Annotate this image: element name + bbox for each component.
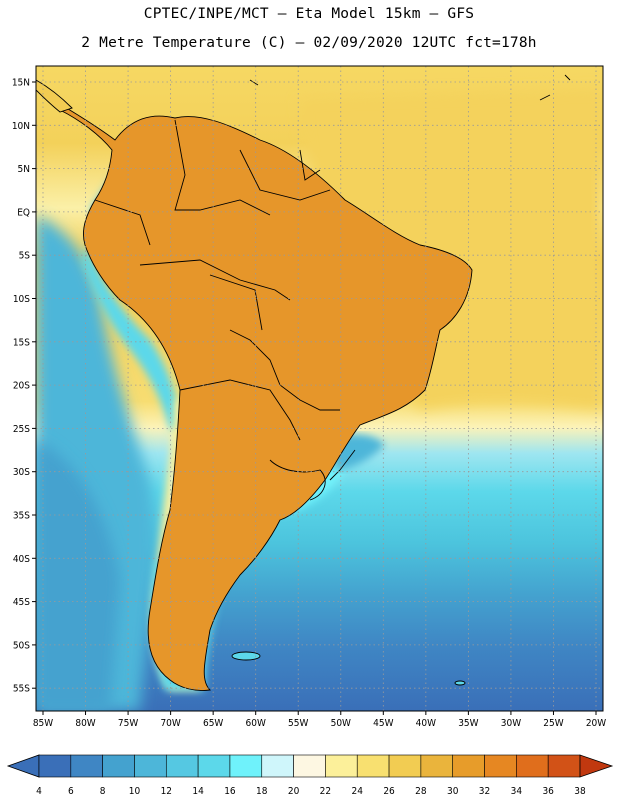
colorbar-label: 10 — [129, 786, 141, 797]
colorbar-swatch — [38, 754, 72, 778]
colorbar-swatch — [229, 754, 263, 778]
map-title-line1: CPTEC/INPE/MCT – Eta Model 15km – GFS — [143, 6, 475, 22]
lat-label: 5S — [19, 251, 31, 262]
lat-label: 15N — [12, 78, 30, 89]
longitude-ticks: 85W 80W 75W 70W 65W 60W 55W 50W 45W 40W 35W 30W 25W 2… — [33, 711, 606, 729]
lat-label: 35S — [13, 511, 30, 522]
colorbar-label: 30 — [447, 786, 459, 797]
colorbar-label: 12 — [161, 786, 172, 797]
colorbar-swatch — [102, 754, 135, 778]
lat-label: 10N — [12, 121, 30, 132]
colorbar-label: 8 — [100, 786, 106, 797]
lat-label: 50S — [13, 640, 30, 651]
lon-label: 45W — [373, 718, 393, 729]
colorbar-under-arrow — [6, 754, 40, 778]
lat-label: 40S — [13, 554, 30, 565]
lon-label: 40W — [416, 718, 436, 729]
lon-label: 70W — [160, 718, 180, 729]
colorbar-swatch — [484, 754, 517, 778]
lon-label: 30W — [501, 718, 521, 729]
colorbar-label: 24 — [352, 786, 364, 797]
colorbar-swatch — [325, 754, 358, 778]
colorbar-label: 34 — [511, 786, 523, 797]
lon-label: 65W — [203, 718, 223, 729]
colorbar-swatch — [70, 754, 103, 778]
latitude-ticks: 15N 10N 5N EQ 5S 10S 15S 20S 25S 30S 35S 40S 45S 50S 5… — [12, 78, 36, 695]
colorbar-swatch — [293, 754, 326, 778]
colorbar-swatch — [516, 754, 549, 778]
caribbean-islands — [36, 74, 571, 686]
colorbar-swatch — [420, 754, 454, 778]
lon-label: 25W — [543, 718, 563, 729]
colorbar-label: 4 — [36, 786, 42, 797]
colorbar-swatch — [261, 754, 294, 778]
lon-label: 55W — [288, 718, 308, 729]
map-frame — [35, 65, 604, 712]
lat-label: 55S — [13, 684, 30, 695]
graticule — [36, 66, 603, 711]
colorbar-label: 26 — [383, 786, 395, 797]
colorbar-label: 32 — [479, 786, 490, 797]
colorbar-label: 28 — [415, 786, 427, 797]
lat-label: 10S — [13, 294, 30, 305]
colorbar-swatch — [165, 754, 199, 778]
colorbar-swatch — [547, 754, 581, 778]
lat-label: 30S — [13, 467, 30, 478]
lon-label: 20W — [586, 718, 606, 729]
colorbar-label: 18 — [256, 786, 268, 797]
lat-label: 45S — [13, 597, 30, 608]
colorbar: 4 6 8 10 12 14 16 18 20 22 24 26 28 30 32 34 36 38 — [6, 754, 614, 797]
lon-label: 80W — [75, 718, 95, 729]
lat-label: 15S — [13, 337, 30, 348]
lat-label: 25S — [13, 424, 30, 435]
colorbar-label: 36 — [542, 786, 554, 797]
map-title-line2: 2 Metre Temperature (C) – 02/09/2020 12U… — [81, 35, 537, 51]
colorbar-swatch — [356, 754, 390, 778]
colorbar-label: 38 — [574, 786, 586, 797]
colorbar-label: 14 — [192, 786, 204, 797]
colorbar-label: 6 — [68, 786, 74, 797]
colorbar-swatch — [388, 754, 422, 778]
colorbar-swatch — [197, 754, 231, 778]
colorbar-label: 16 — [224, 786, 236, 797]
lon-label: 85W — [33, 718, 53, 729]
colorbar-over-arrow — [579, 754, 614, 778]
lat-label: 20S — [13, 381, 30, 392]
lon-label: 60W — [246, 718, 266, 729]
colorbar-swatch — [452, 754, 485, 778]
colorbar-label: 22 — [320, 786, 331, 797]
lat-label: EQ — [17, 207, 30, 218]
lon-label: 75W — [118, 718, 138, 729]
lon-label: 35W — [458, 718, 478, 729]
map-field — [36, 66, 603, 711]
lon-label: 50W — [331, 718, 351, 729]
lat-label: 5N — [18, 164, 30, 175]
colorbar-swatch — [134, 754, 167, 778]
colorbar-label: 20 — [288, 786, 300, 797]
